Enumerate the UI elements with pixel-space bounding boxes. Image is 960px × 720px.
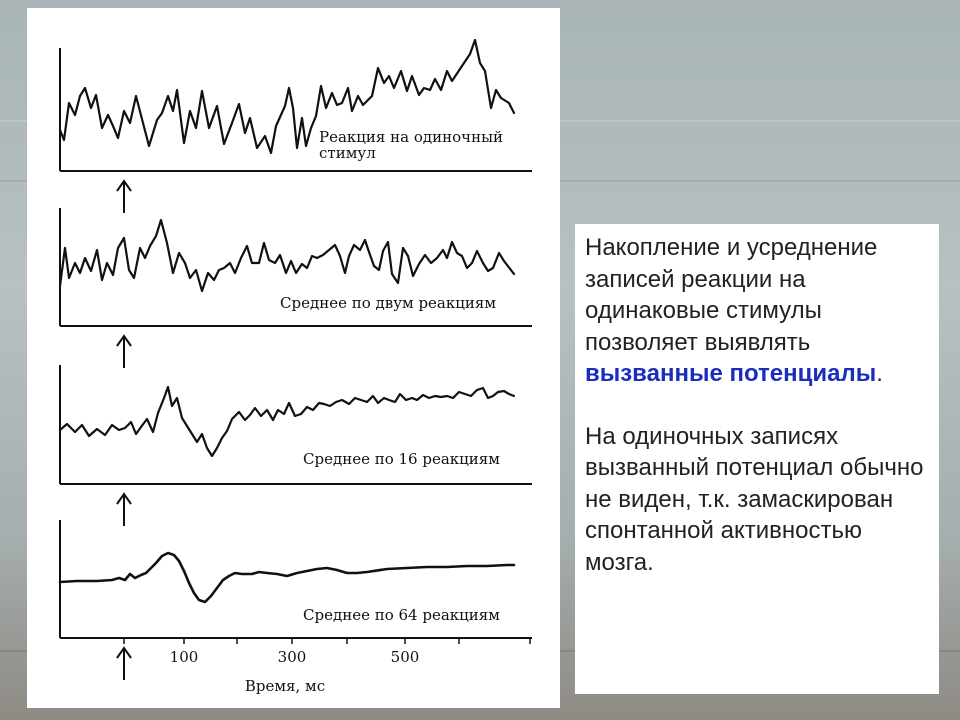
explanation-panel: Накопление и усреднение записей реакции … — [575, 224, 939, 694]
trace-3-line — [58, 385, 516, 458]
stimulus-arrows — [116, 179, 132, 680]
trace-1-label-line-1: Реакция на одиночный — [319, 128, 503, 146]
evoked-potential-figure: Реакция на одиночный стимул Среднее по д… — [58, 38, 532, 695]
trace-1-line — [58, 38, 516, 155]
arrow-up-icon — [116, 179, 132, 192]
x-tick-500: 500 — [391, 648, 420, 666]
trace-2-line — [58, 218, 516, 293]
figure-panel: Реакция на одиночный стимул Среднее по д… — [27, 8, 560, 708]
trace-1-label-line-2: стимул — [319, 144, 376, 162]
x-axis-title: Время, мс — [245, 677, 325, 695]
paragraph-1-text: Накопление и усреднение записей реакции … — [585, 234, 878, 356]
arrow-up-icon — [116, 646, 132, 659]
trace-3-label: Среднее по 16 реакциям — [303, 450, 500, 468]
x-tick-300: 300 — [278, 648, 307, 666]
explanation-paragraph-1: Накопление и усреднение записей реакции … — [585, 232, 929, 390]
evoked-potentials-term: вызванные потенциалы — [585, 360, 877, 387]
arrow-up-icon — [116, 334, 132, 347]
trace-4-label: Среднее по 64 реакциям — [303, 606, 500, 624]
explanation-paragraph-2: На одиночных записях вызванный потенциал… — [585, 422, 924, 576]
arrow-up-icon — [116, 492, 132, 505]
trace-4-line — [58, 551, 516, 604]
figure-traces — [58, 38, 516, 604]
paragraph-1-end: . — [876, 360, 883, 387]
x-tick-100: 100 — [170, 648, 199, 666]
trace-2-label: Среднее по двум реакциям — [280, 294, 496, 312]
figure-axes — [59, 48, 532, 644]
